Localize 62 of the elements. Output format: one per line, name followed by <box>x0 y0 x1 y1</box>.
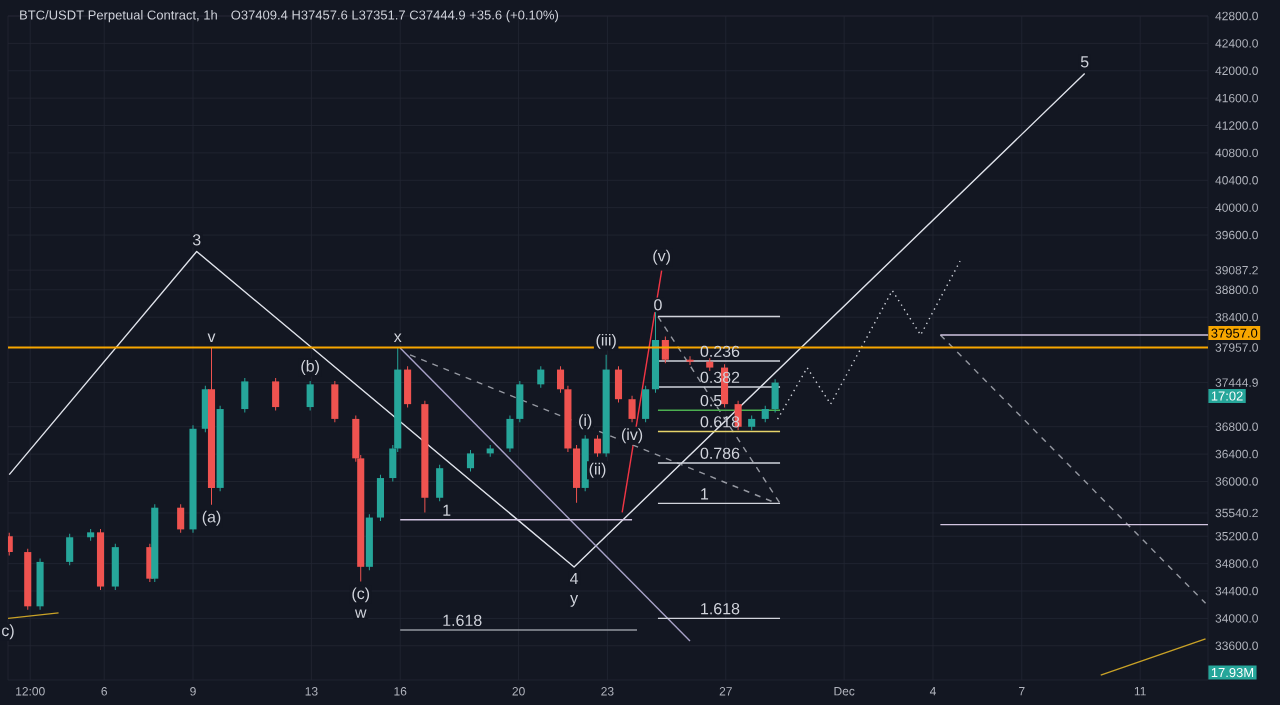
y-tick-label: 37444.9 <box>1215 378 1258 387</box>
y-tick-label: 36800.0 <box>1215 422 1258 431</box>
y-tick-label: 34800.0 <box>1215 559 1258 568</box>
y-tick-label: 38400.0 <box>1215 312 1258 322</box>
annotation: v <box>207 333 216 342</box>
y-tick-label: 36000.0 <box>1215 477 1258 486</box>
y-tick-label: 35540.2 <box>1215 508 1258 518</box>
annotation: 0 <box>654 299 662 311</box>
y-tick-label: 39600.0 <box>1215 230 1258 240</box>
annotation: x <box>393 333 402 342</box>
annotation: (v) <box>653 249 670 265</box>
y-tick-label: 42400.0 <box>1215 39 1258 48</box>
x-tick-label: 4 <box>929 687 936 696</box>
annotation: (ii) <box>589 462 606 478</box>
annotation: 5 <box>1080 56 1089 68</box>
chart-subtitle: O37409.4 H37457.6 L37351.7 C37444.9 +35.6 (+0.10%) <box>231 10 559 23</box>
y-tick-label: 40800.0 <box>1215 148 1258 158</box>
x-tick-label: Dec <box>834 687 855 696</box>
y-tick-label: 34400.0 <box>1215 586 1258 596</box>
annotation: 4 <box>570 573 579 585</box>
annotation: 1 <box>701 488 709 500</box>
x-tick-label: 20 <box>512 687 525 696</box>
y-tick-label: 42800.0 <box>1215 11 1258 21</box>
annotation: 1.618 <box>701 603 740 615</box>
annotation: 1.618 <box>443 614 482 627</box>
y-tick-label: 38800.0 <box>1215 285 1258 295</box>
annotation: c) <box>2 624 14 640</box>
y-tick-label: 40000.0 <box>1215 203 1258 212</box>
x-tick-label: 11 <box>1134 687 1146 696</box>
y-tick-label: 34000.0 <box>1215 614 1258 623</box>
x-tick-label: 6 <box>101 687 108 696</box>
x-tick-label: 23 <box>601 687 614 696</box>
annotation: 0.236 <box>700 345 740 358</box>
x-tick-label: 7 <box>1019 687 1025 696</box>
x-tick-label: 27 <box>719 687 732 696</box>
annotation: 1 <box>443 504 451 516</box>
y-tick-label: 35200.0 <box>1215 531 1258 541</box>
x-tick-label: 13 <box>305 687 318 696</box>
annotation: (iv) <box>621 428 643 444</box>
x-tick-label: 9 <box>190 687 196 696</box>
annotation: (c) <box>352 587 370 603</box>
x-tick-label: 12:00 <box>16 687 45 696</box>
annotation: (b) <box>301 360 319 375</box>
y-tick-label: 41600.0 <box>1215 93 1258 103</box>
x-tick-label: 16 <box>394 687 407 696</box>
annotation: w <box>354 609 367 618</box>
y-tick-label: 36400.0 <box>1215 449 1258 459</box>
y-tick-label: 39087.2 <box>1215 265 1258 275</box>
annotation: (iii) <box>596 333 616 349</box>
y-tick-label: 37957.0 <box>1215 343 1258 352</box>
y-tick-label: 42000.0 <box>1215 66 1258 76</box>
annotation: 0.786 <box>700 447 740 459</box>
text: 17:02 <box>1211 391 1243 401</box>
annotation: y <box>570 595 579 607</box>
y-tick-label: 40400.0 <box>1215 176 1258 185</box>
annotation: 3 <box>192 234 201 246</box>
chart-title: BTC/USDT Perpetual Contract, 1h <box>20 10 217 23</box>
text: 17.93M <box>1211 667 1254 678</box>
y-tick-label: 41200.0 <box>1215 121 1258 130</box>
annotation: (i) <box>579 414 592 430</box>
annotation: (a) <box>202 510 221 526</box>
y-tick-label: 33600.0 <box>1215 641 1258 651</box>
